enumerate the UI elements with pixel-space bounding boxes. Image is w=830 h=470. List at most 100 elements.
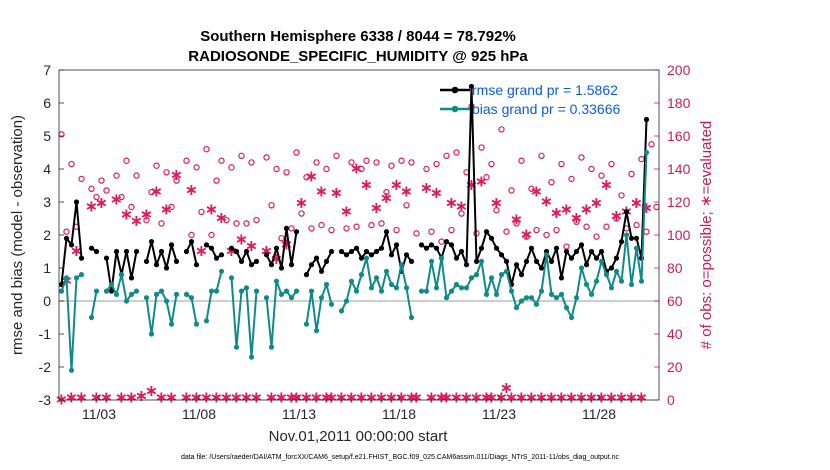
bias-point [63,275,70,281]
evaluated-obs-point: ∗ [370,198,383,217]
possible-obs-point [453,149,460,156]
evaluated-obs-point: ∗ [325,388,338,407]
rmse-point [358,255,365,261]
rmse-point [318,268,325,274]
rmse-point [228,245,235,251]
bias-point [73,275,80,281]
evaluated-obs-point: ∗ [460,388,473,407]
possible-obs-point [128,203,135,211]
rmse-point [478,245,485,251]
bias-point [483,291,490,297]
y-right-tick-label: 0 [667,392,675,408]
possible-obs-point [88,185,95,192]
bias-point [503,268,510,274]
rmse-point [283,225,290,231]
rmse-point [643,116,650,123]
rmse-point [618,239,625,245]
possible-obs-point [408,159,415,166]
rmse-point [373,248,380,255]
rmse-point [403,252,410,258]
possible-obs-point [413,230,420,237]
evaluated-obs-point: ∗ [355,388,368,407]
bias-point [458,285,465,291]
series-layer: ∗∗∗∗∗∗∗∗∗∗∗∗∗∗∗∗∗∗∗∗∗∗∗∗∗∗∗∗∗∗∗∗∗∗∗∗∗∗∗∗… [55,83,660,408]
possible-obs-point [593,233,600,240]
bias-point [443,295,450,301]
y-right-tick-label: 80 [667,260,683,276]
possible-obs-point [253,216,260,224]
evaluated-obs-point: ∗ [265,388,278,407]
bias-point [158,288,165,294]
bias-point [268,344,275,350]
bias-point [363,255,370,261]
possible-obs-point [208,231,215,239]
chart-title: Southern Hemisphere 6338 / 8044 = 78.792… [200,28,516,45]
rmse-point [428,242,435,248]
evaluated-obs-point: ∗ [230,388,243,407]
bias-point [203,318,210,324]
possible-obs-point [523,233,530,240]
rmse-point [343,252,350,258]
possible-obs-point [428,228,435,235]
bias-point [393,285,400,291]
bias-point [388,281,395,288]
possible-obs-point [478,144,485,151]
possible-obs-point [243,220,250,227]
y-right-tick-label: 100 [667,227,691,243]
rmse-point [148,239,155,245]
evaluated-obs-point: ∗ [185,180,198,199]
possible-obs-point [218,157,225,164]
evaluated-obs-point: ∗ [555,388,568,407]
possible-obs-point [68,160,75,168]
bias-point [543,252,550,258]
bias-point [183,291,190,297]
rmse-point [143,258,150,264]
possible-obs-point [613,215,620,222]
possible-obs-point [648,141,655,148]
bias-point [478,258,485,264]
rmse-point [588,248,595,255]
bias-point [318,295,325,301]
rmse-point [443,239,450,245]
bias-point [428,258,435,264]
possible-obs-point [443,152,450,159]
rmse-point [238,258,245,264]
evaluated-obs-point: ∗ [90,388,103,407]
evaluated-obs-point: ∗ [115,388,128,407]
rmse-point [163,265,170,271]
bias-point [293,288,300,294]
rmse-point [628,235,635,241]
rmse-point [248,262,255,268]
bias-point [598,258,605,264]
rmse-point [558,275,565,281]
y-right-tick-label: 40 [667,326,683,342]
bias-point [243,285,250,291]
evaluated-obs-point: ∗ [515,388,528,407]
y-axis-label-right: # of obs: o=possible; ∗=evaluated [698,121,715,350]
evaluated-obs-point: ∗ [640,198,653,217]
possible-obs-point [403,202,410,209]
evaluated-obs-point: ∗ [375,388,388,407]
evaluated-obs-point: ∗ [500,378,513,397]
evaluated-obs-point: ∗ [280,234,293,253]
bias-point [343,298,350,304]
possible-obs-point [358,165,365,173]
rmse-point [378,245,385,251]
possible-obs-point [248,159,255,166]
evaluated-obs-point: ∗ [615,388,628,407]
rmse-point [388,252,395,258]
rmse-point [593,255,600,261]
rmse-point [63,235,70,241]
evaluated-obs-point: ∗ [405,388,418,407]
rmse-point [578,242,585,248]
bias-point [553,295,560,301]
rmse-point [168,242,175,248]
bias-point [313,328,320,334]
possible-obs-point [363,157,370,164]
possible-obs-point [513,220,520,227]
rmse-point [303,272,310,278]
rmse-point [308,262,315,268]
evaluated-obs-point: ∗ [445,193,458,212]
rmse-point [128,275,135,281]
bias-point [538,288,545,294]
